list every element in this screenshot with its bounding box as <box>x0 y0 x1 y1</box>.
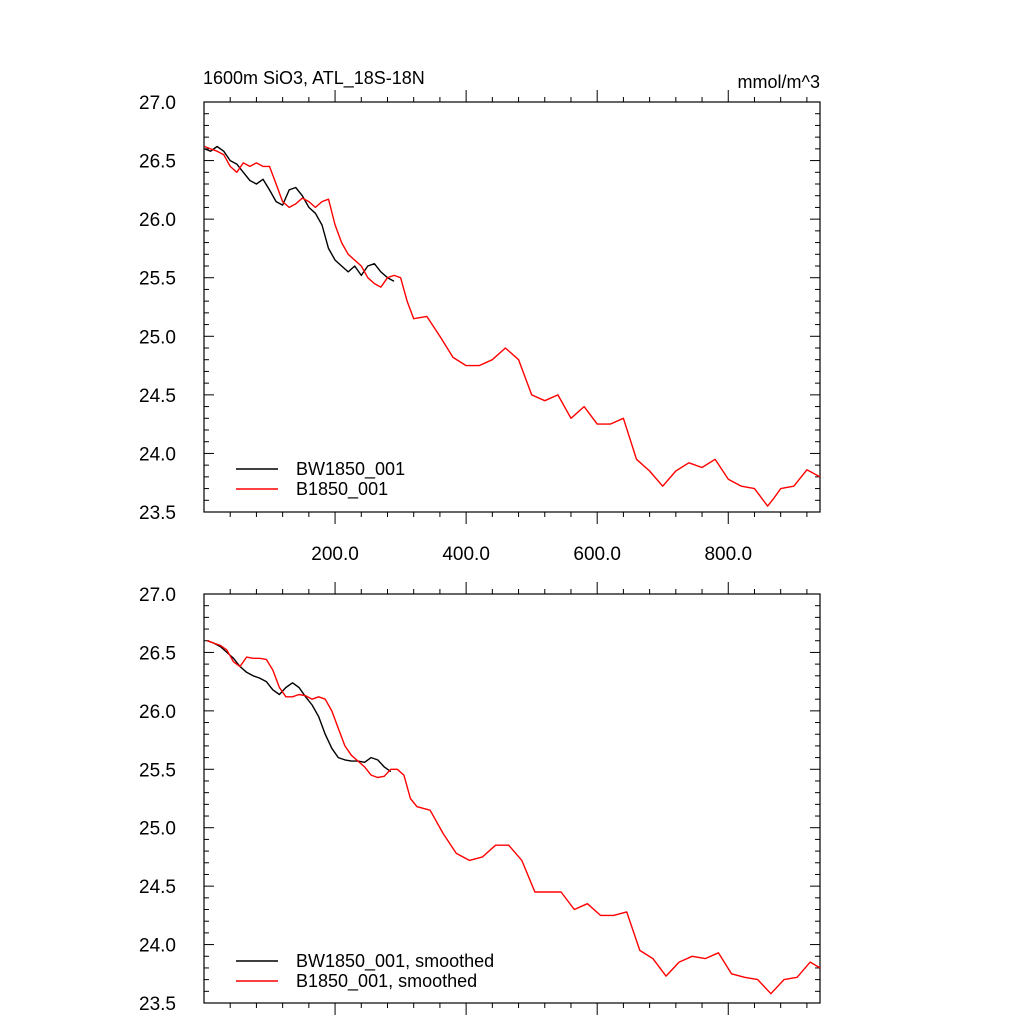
y-tick-label: 27.0 <box>139 93 176 114</box>
y-tick-label: 26.0 <box>139 702 176 723</box>
plot-frame <box>203 101 821 513</box>
y-tick-label: 25.5 <box>139 269 176 290</box>
y-tick-label: 24.5 <box>139 877 176 898</box>
y-tick-label: 26.5 <box>139 152 176 173</box>
legend-label: BW1850_001, smoothed <box>296 951 494 972</box>
y-tick-label: 24.0 <box>139 444 176 465</box>
y-tick-label: 27.0 <box>139 585 176 606</box>
x-tick-label: 600.0 <box>573 544 621 565</box>
legend-label: B1850_001, smoothed <box>296 971 477 992</box>
plot-frame <box>203 593 821 1004</box>
y-tick-label: 26.5 <box>139 643 176 664</box>
bottom-panel: 23.5 24.0 24.5 25.0 25.5 26.0 26.5 27.0 BW1850_0… <box>139 582 821 1015</box>
y-tick-label: 25.5 <box>139 760 176 781</box>
y-tick-label: 26.0 <box>139 210 176 231</box>
y-tick-label: 25.0 <box>139 327 176 348</box>
y-tick-label: 24.5 <box>139 386 176 407</box>
series-line-b1850-001 <box>207 640 821 995</box>
figure-units: mmol/m^3 <box>738 72 820 92</box>
figure-title: 1600m SiO3, ATL_18S-18N <box>203 68 425 89</box>
series-line-b1850-001 <box>204 145 821 507</box>
legend-label: BW1850_001 <box>296 459 405 480</box>
x-tick-label: 800.0 <box>704 544 752 565</box>
y-tick-label: 23.5 <box>139 503 176 524</box>
y-tick-label: 24.0 <box>139 936 176 957</box>
series-line-bw1850-001 <box>204 145 395 282</box>
y-tick-label: 23.5 <box>139 994 176 1015</box>
series-line-bw1850-001 <box>207 640 392 773</box>
x-tick-label: 200.0 <box>311 544 359 565</box>
legend-label: B1850_001 <box>296 479 388 500</box>
x-tick-label: 400.0 <box>442 544 490 565</box>
top-panel: 23.5 24.0 24.5 25.0 25.5 26.0 26.5 27.0 200.0 400… <box>139 90 821 565</box>
y-tick-label: 25.0 <box>139 819 176 840</box>
